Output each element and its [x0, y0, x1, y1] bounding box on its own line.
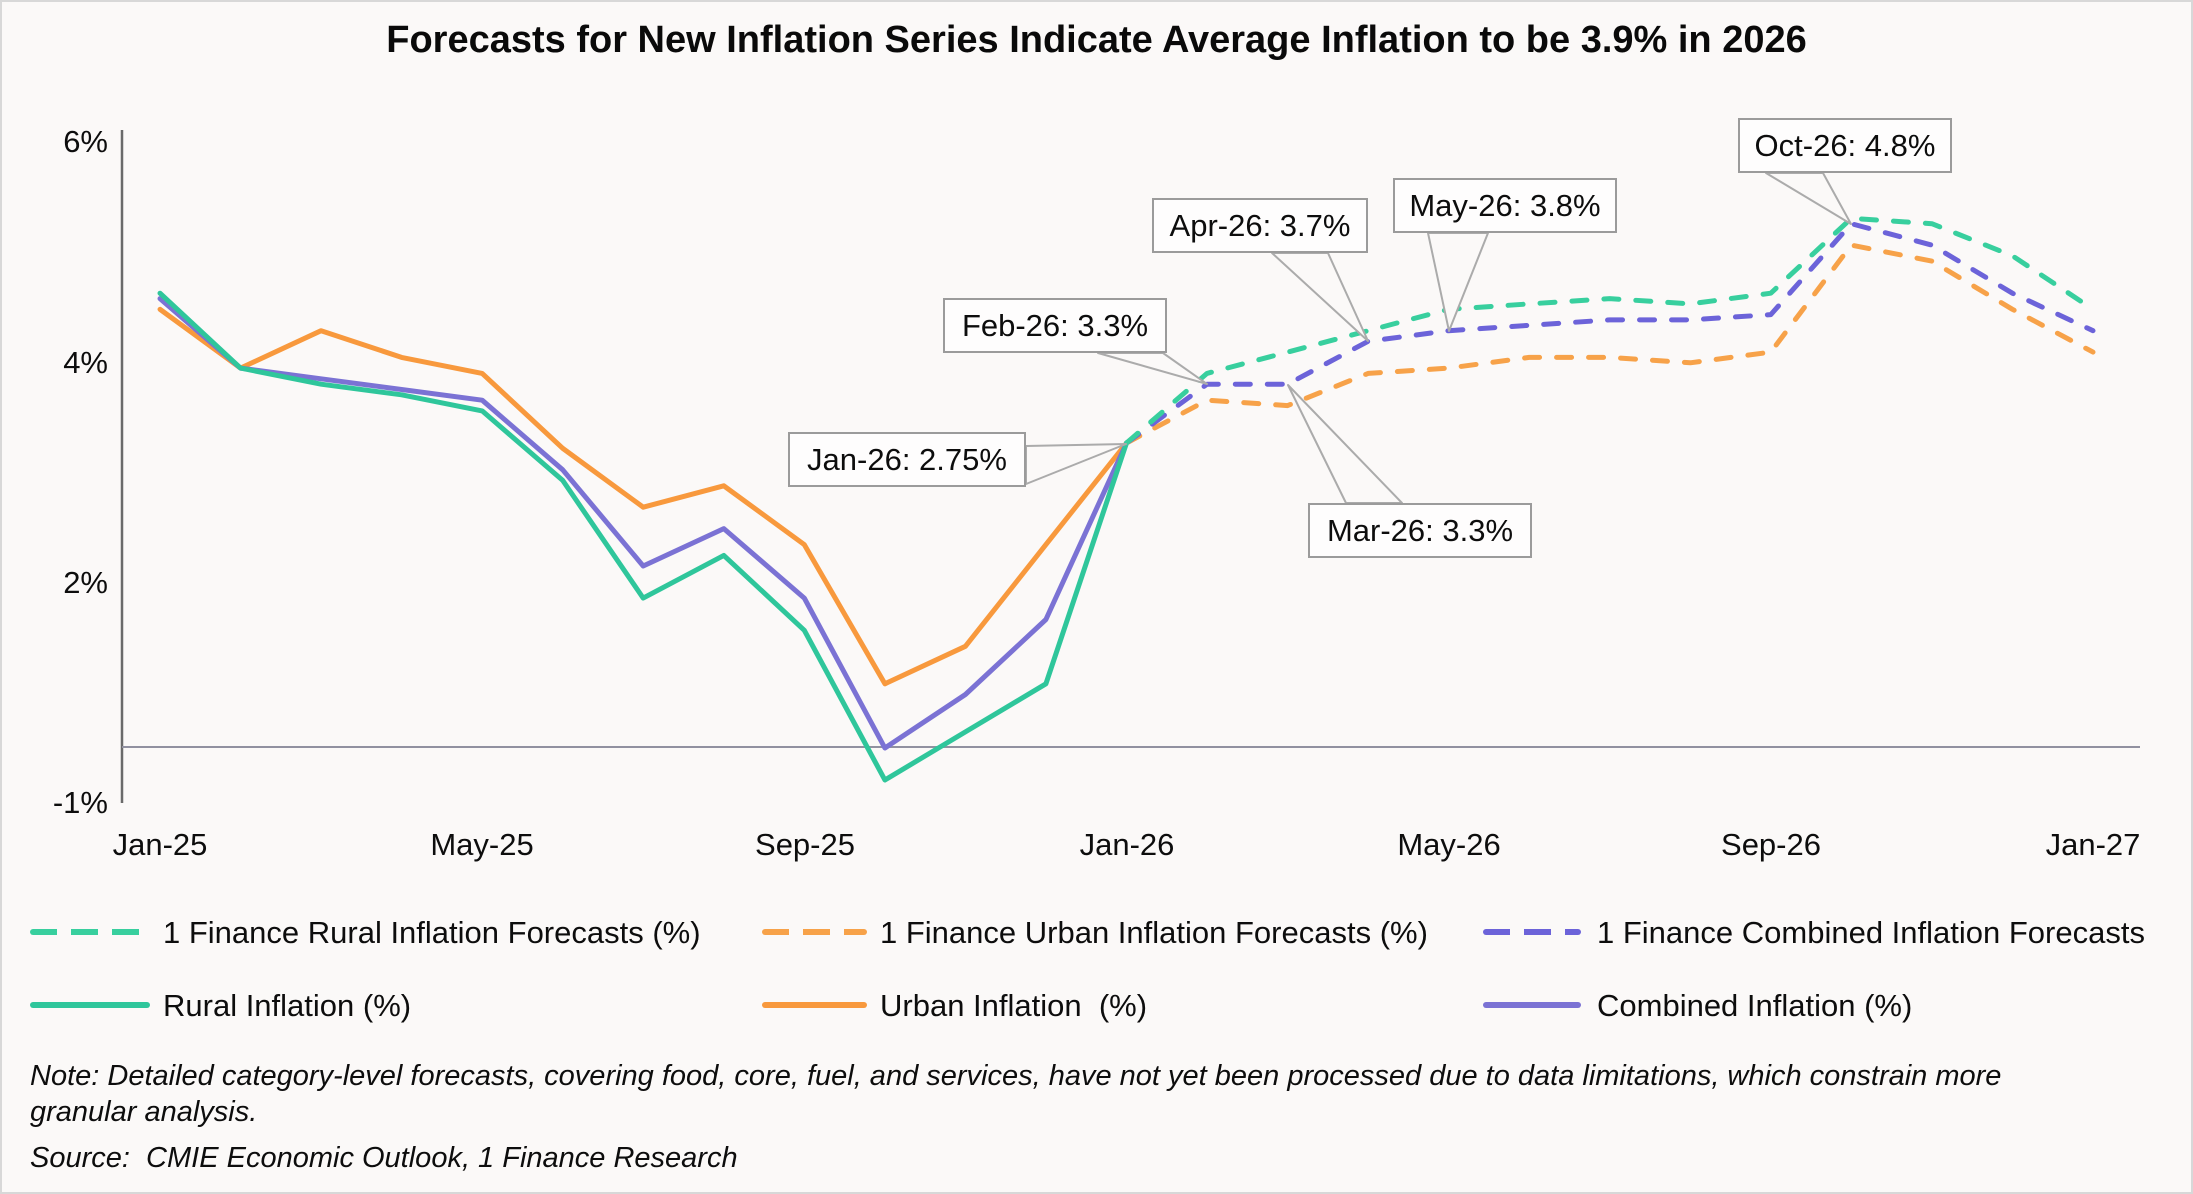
callout-pointer-4 [1427, 232, 1489, 332]
x-tick-jan-27: Jan-27 [2045, 827, 2141, 862]
callout-pointer-0 [1025, 443, 1127, 485]
series-line-combined-inflation [157, 296, 1129, 751]
callout-may-26: May-26: 3.8% [1393, 178, 1617, 233]
legend-swatch-rural-forecast [30, 929, 147, 935]
x-tick-sep-26: Sep-26 [1721, 827, 1821, 862]
legend-label-rural: Rural Inflation (%) [163, 988, 412, 1023]
callout-pointer-5 [1765, 172, 1852, 225]
chart-title: Forecasts for New Inflation Series Indic… [0, 14, 2193, 66]
x-tick-may-26: May-26 [1397, 827, 1501, 862]
note-text: Note: Detailed category-level forecasts,… [30, 1060, 2002, 1128]
x-tick-sep-25: Sep-25 [755, 827, 855, 862]
legend-swatch-combined-forecast [1483, 929, 1581, 935]
series-line-1-finance-combined-inflation-forecasts [1124, 221, 2096, 446]
series-group [157, 215, 2096, 783]
legend-label-urban-forecast: 1 Finance Urban Inflation Forecasts (%) [880, 915, 1428, 950]
chart-title-text: Forecasts for New Inflation Series Indic… [386, 19, 1807, 61]
legend-swatch-urban [762, 1002, 867, 1008]
x-tick-may-25: May-25 [430, 827, 534, 862]
y-tick-neg1: -1% [52, 785, 108, 820]
legend-label-combined-forecast: 1 Finance Combined Inflation Forecasts [1597, 915, 2145, 950]
x-tick-jan-25: Jan-25 [112, 827, 208, 862]
callout-mar-26: Mar-26: 3.3% [1308, 503, 1532, 558]
series-line-rural-inflation [157, 290, 1129, 783]
callout-oct-26: Oct-26: 4.8% [1738, 118, 1952, 173]
series-line-urban-inflation [157, 306, 1129, 687]
legend-label-combined: Combined Inflation (%) [1597, 988, 1913, 1023]
callout-pointer-2 [1287, 384, 1403, 504]
y-tick-4: 4% [63, 345, 108, 380]
callout-jan-26: Jan-26: 2.75% [788, 432, 1026, 487]
y-tick-6: 6% [63, 124, 108, 159]
y-tick-2: 2% [63, 565, 108, 600]
callout-pointer-1 [1097, 352, 1208, 385]
callout-apr-26: Apr-26: 3.7% [1152, 198, 1368, 253]
source-text: Source: CMIE Economic Outlook, 1 Finance… [30, 1142, 738, 1174]
callout-feb-26: Feb-26: 3.3% [943, 298, 1167, 353]
legend-swatch-rural [30, 1002, 150, 1008]
series-line-1-finance-urban-inflation-forecasts [1124, 242, 2096, 446]
legend-label-urban: Urban Inflation (%) [880, 988, 1148, 1023]
legend-label-rural-forecast: 1 Finance Rural Inflation Forecasts (%) [163, 915, 701, 950]
callout-pointer-3 [1271, 252, 1369, 342]
legend-swatch-combined [1483, 1002, 1581, 1008]
x-tick-jan-26: Jan-26 [1079, 827, 1175, 862]
series-line-1-finance-rural-inflation-forecasts [1124, 215, 2096, 446]
legend-swatch-urban-forecast [762, 929, 867, 935]
